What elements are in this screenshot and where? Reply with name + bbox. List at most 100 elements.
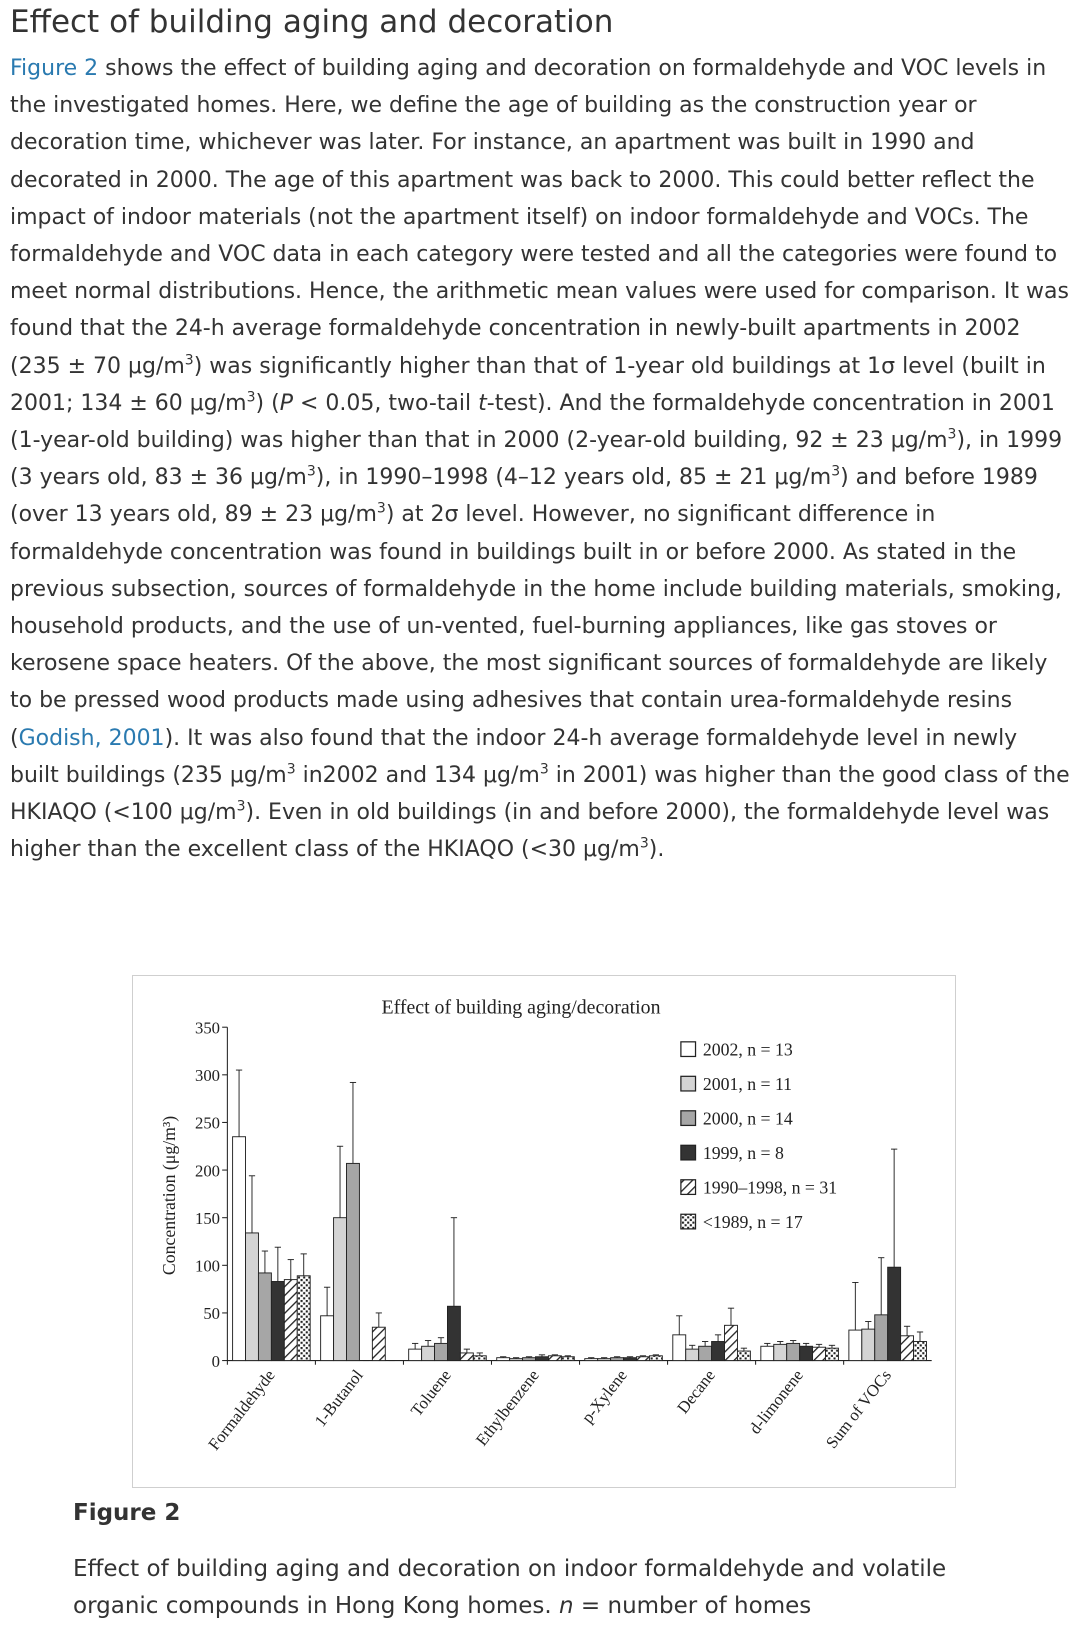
y-axis-label: Concentration (μg/m³) [159,1116,179,1275]
bar [522,1357,536,1362]
legend-swatch [680,1075,697,1092]
text-run: ) and before 1989 (over 13 years old, 89… [10,465,1038,528]
section-heading: Effect of building aging and decoration [10,4,614,40]
y-tick-label: 150 [195,1209,220,1228]
figure: Effect of building aging/decoration Conc… [132,975,956,1488]
bar [623,1357,637,1362]
bar [900,1335,915,1362]
bar [597,1358,612,1362]
text-run: 3 [184,352,194,369]
y-tick-label: 350 [195,1018,220,1037]
bar [672,1334,687,1362]
x-tick-label: 1-Butanol [311,1366,367,1431]
legend-label: 2002, n = 13 [703,1039,793,1059]
x-tick-label: Toluene [407,1366,455,1420]
legend-swatch [680,1110,697,1127]
chart: Effect of building aging/decoration Conc… [159,997,932,1454]
bar [509,1358,524,1362]
bar [535,1356,549,1362]
legend-label: <1989, n = 17 [703,1212,803,1232]
bar [459,1352,474,1362]
text-run: = number of homes [573,1593,812,1619]
bar [698,1345,713,1362]
bar [760,1345,775,1362]
bar [861,1328,876,1362]
bar [371,1326,386,1362]
text-run: -test). And the formaldehyde concentrati… [10,390,1055,454]
text-run: 3 [246,389,256,406]
y-tick-label: 250 [195,1114,220,1133]
bar [346,1162,360,1362]
text-run: 3 [306,463,316,480]
x-tick-label: Sum of VOCs [822,1366,895,1452]
text-run: n [559,1593,574,1619]
legend-label: 1999, n = 8 [703,1143,784,1163]
bar [913,1341,927,1362]
text-run: 3 [286,761,296,778]
bar [333,1217,347,1362]
text-run: 3 [831,463,841,480]
bar [848,1329,863,1362]
bar [434,1342,448,1362]
bar [408,1348,423,1362]
y-tick-label: 100 [195,1257,220,1276]
text-run: 3 [236,798,246,815]
bar [421,1345,436,1362]
text-run: t [478,390,487,416]
bar [825,1347,839,1362]
x-tick-label: Decane [673,1366,719,1417]
bar [283,1279,298,1362]
text-run: ). Even in old buildings (in and before … [10,800,1050,863]
bar [296,1275,311,1362]
bar [270,1281,285,1362]
bar [232,1136,246,1362]
bar [812,1346,826,1362]
bar [446,1305,461,1362]
text-run: < 0.05, two-tail [292,390,479,416]
citation-link[interactable]: Godish, 2001 [18,725,165,751]
x-tick-label: p-Xylene [578,1366,631,1427]
bar [257,1272,272,1362]
legend-label: 2000, n = 14 [703,1108,793,1128]
text-run: 3 [947,426,957,443]
bar [320,1315,335,1362]
text-run: 3 [539,761,549,778]
legend-label: 2001, n = 11 [703,1074,792,1094]
legend-swatch [680,1041,697,1058]
bar [610,1357,625,1362]
legend-swatch [680,1179,697,1196]
legend-label: 1990–1998, n = 31 [703,1177,837,1197]
bar [245,1232,259,1362]
bar [887,1266,902,1362]
text-run: ) was significantly higher than that of … [10,353,1046,416]
bar [584,1358,599,1362]
citation-link[interactable]: Figure 2 [10,56,99,81]
bar [472,1355,487,1362]
text-run: in2002 and 134 μg/m [295,762,540,788]
y-tick-label: 200 [195,1161,220,1180]
text-run: Effect of building aging and decoration … [73,1556,947,1619]
text-run: ) ( [255,390,280,416]
bar [786,1342,801,1362]
x-tick-label: Formaldehyde [204,1366,278,1454]
chart-title: Effect of building aging/decoration [382,997,661,1019]
bar [636,1356,650,1362]
bar [874,1314,889,1362]
figure-caption: Effect of building aging and decoration … [73,1551,1033,1625]
text-run: in 2001) was higher than the good class … [10,762,1070,826]
text-run: shows the effect of building aging and d… [10,56,1069,379]
bar [547,1355,562,1362]
figure-label: Figure 2 [73,1500,181,1526]
x-tick-label: Ethylbenzene [472,1366,543,1449]
bar [648,1355,663,1362]
x-tick-label: d-limonene [745,1366,807,1438]
bar [799,1345,814,1362]
y-tick-label: 50 [203,1304,220,1323]
bar [724,1324,738,1362]
text-run: ), in 1999 (3 years old, 83 ± 36 μg/m [10,428,1063,491]
text-run: ) at 2σ level. However, no significant d… [10,502,1062,751]
text-run: ). It was also found that the indoor 24-… [10,725,1018,788]
bar [773,1343,788,1362]
body-paragraph: Figure 2 shows the effect of building ag… [0,50,1080,868]
